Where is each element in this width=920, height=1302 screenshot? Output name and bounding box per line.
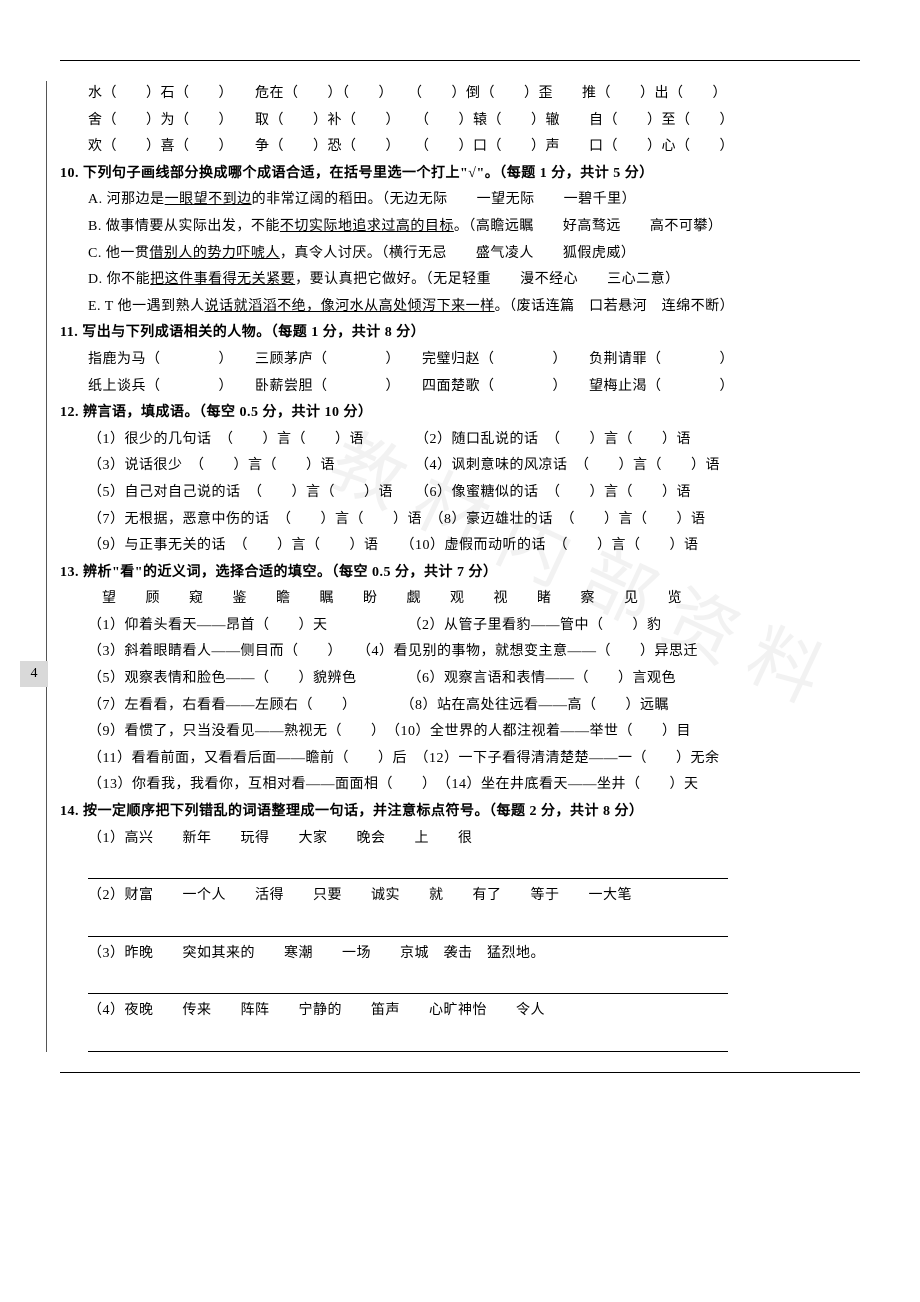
q12-i3: （5）自己对自己说的话 （ ）言（ ）语 （6）像蜜糖似的话 （ ）言（ ）语 <box>60 480 860 507</box>
fill-row-1: 水（ ）石（ ） 危在（ ）（ ） （ ）倒（ ）歪 推（ ）出（ ） <box>60 81 860 108</box>
fill-row-3: 欢（ ）喜（ ） 争（ ）恐（ ） （ ）口（ ）声 口（ ）心（ ） <box>60 134 860 161</box>
fill-row-2: 舍（ ）为（ ） 取（ ）补（ ） （ ）辕（ ）辙 自（ ）至（ ） <box>60 108 860 135</box>
q10-e-underline: 说话就滔滔不绝，像河水从高处倾泻下来一样 <box>205 299 495 314</box>
q10-title: 10. 下列句子画线部分换成哪个成语合适，在括号里选一个打上"√"。（每题 1 … <box>60 161 860 188</box>
q13-i2: （3）斜着眼睛看人——侧目而（ ） （4）看见别的事物，就想变主意——（ ）异思… <box>60 639 860 666</box>
q14-i3: （3）昨晚 突如其来的 寒潮 一场 京城 袭击 猛烈地。 <box>60 941 860 968</box>
q10-b-post: 。（高瞻远瞩 好高骛远 高不可攀） <box>454 219 723 234</box>
page-number-badge: 4 <box>20 661 48 687</box>
left-vertical-line <box>46 81 47 1052</box>
top-rule <box>60 60 860 61</box>
q14-i2: （2）财富 一个人 活得 只要 诚实 就 有了 等于 一大笔 <box>60 883 860 910</box>
answer-line-1[interactable] <box>88 856 728 879</box>
bottom-rule <box>60 1072 860 1073</box>
q11-line2: 纸上谈兵（ ） 卧薪尝胆（ ） 四面楚歌（ ） 望梅止渴（ ） <box>60 374 860 401</box>
q10-a-post: 的非常辽阔的稻田。（无边无际 一望无际 一碧千里） <box>252 192 637 207</box>
q12-title: 12. 辨言语，填成语。（每空 0.5 分，共计 10 分） <box>60 400 860 427</box>
q10-d-post: ，要认真把它做好。（无足轻重 漫不经心 三心二意） <box>295 272 680 287</box>
q13-i3: （5）观察表情和脸色——（ ）貌辨色 （6）观察言语和表情——（ ）言观色 <box>60 666 860 693</box>
q13-i6: （11）看看前面，又看看后面——瞻前（ ）后 （12）一下子看得清清楚楚——一（… <box>60 746 860 773</box>
q10-d: D. 你不能把这件事看得无关紧要，要认真把它做好。（无足轻重 漫不经心 三心二意… <box>60 267 860 294</box>
q10-b-underline: 不切实际地追求过高的目标 <box>280 219 454 234</box>
q13-i7: （13）你看我，我看你，互相对看——面面相（ ） （14）坐在井底看天——坐井（… <box>60 772 860 799</box>
q10-d-underline: 把这件事看得无关紧要 <box>150 272 295 287</box>
q10-b-pre: B. 做事情要从实际出发，不能 <box>88 219 280 234</box>
q12-i4: （7）无根据，恶意中伤的话 （ ）言（ ）语 （8）豪迈雄壮的话 （ ）言（ ）… <box>60 507 860 534</box>
q10-c-underline: 借别人的势力吓唬人 <box>149 246 280 261</box>
q10-e-pre: E. T 他一遇到熟人 <box>88 299 205 314</box>
q10-e: E. T 他一遇到熟人说话就滔滔不绝，像河水从高处倾泻下来一样。（废话连篇 口若… <box>60 294 860 321</box>
q13-wordbank: 望 顾 窥 鉴 瞻 瞩 盼 觑 观 视 睹 察 见 览 <box>60 586 860 613</box>
q10-b: B. 做事情要从实际出发，不能不切实际地追求过高的目标。（高瞻远瞩 好高骛远 高… <box>60 214 860 241</box>
q10-a-underline: 一眼望不到边 <box>165 192 252 207</box>
q14-i1: （1）高兴 新年 玩得 大家 晚会 上 很 <box>60 826 860 853</box>
q11-line1: 指鹿为马（ ） 三顾茅庐（ ） 完璧归赵（ ） 负荆请罪（ ） <box>60 347 860 374</box>
page-container: 4 教 材 内 部 资 料 水（ ）石（ ） 危在（ ）（ ） （ ）倒（ ）歪… <box>0 60 920 1073</box>
q10-e-post: 。（废话连篇 口若悬河 连绵不断） <box>495 299 735 314</box>
q12-i2: （3）说话很少 （ ）言（ ）语 （4）讽刺意味的风凉话 （ ）言（ ）语 <box>60 453 860 480</box>
answer-line-4[interactable] <box>88 1029 728 1052</box>
q12-i1: （1）很少的几句话 （ ）言（ ）语 （2）随口乱说的话 （ ）言（ ）语 <box>60 427 860 454</box>
q11-title: 11. 写出与下列成语相关的人物。（每题 1 分，共计 8 分） <box>60 320 860 347</box>
q14-i4: （4）夜晚 传来 阵阵 宁静的 笛声 心旷神怡 令人 <box>60 998 860 1025</box>
q14-title: 14. 按一定顺序把下列错乱的词语整理成一句话，并注意标点符号。（每题 2 分，… <box>60 799 860 826</box>
q10-d-pre: D. 你不能 <box>88 272 150 287</box>
q10-a-pre: A. 河那边是 <box>88 192 165 207</box>
q10-c-pre: C. 他一贯 <box>88 246 149 261</box>
q13-i4: （7）左看看，右看看——左顾右（ ） （8）站在高处往远看——高（ ）远瞩 <box>60 693 860 720</box>
answer-line-2[interactable] <box>88 914 728 937</box>
q10-a: A. 河那边是一眼望不到边的非常辽阔的稻田。（无边无际 一望无际 一碧千里） <box>60 187 860 214</box>
q13-i5: （9）看惯了，只当没看见——熟视无（ ） （10）全世界的人都注视着——举世（ … <box>60 719 860 746</box>
q10-c: C. 他一贯借别人的势力吓唬人，真令人讨厌。（横行无忌 盛气凌人 狐假虎威） <box>60 241 860 268</box>
q12-i5: （9）与正事无关的话 （ ）言（ ）语 （10）虚假而动听的话 （ ）言（ ）语 <box>60 533 860 560</box>
q10-c-post: ，真令人讨厌。（横行无忌 盛气凌人 狐假虎威） <box>280 246 636 261</box>
answer-line-3[interactable] <box>88 971 728 994</box>
content-area: 4 教 材 内 部 资 料 水（ ）石（ ） 危在（ ）（ ） （ ）倒（ ）歪… <box>60 81 860 1052</box>
q13-i1: （1）仰着头看天——昂首（ ）天 （2）从管子里看豹——管中（ ）豹 <box>60 613 860 640</box>
q13-title: 13. 辨析"看"的近义词，选择合适的填空。（每空 0.5 分，共计 7 分） <box>60 560 860 587</box>
